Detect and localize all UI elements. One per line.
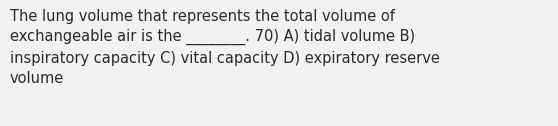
Text: The lung volume that represents the total volume of
exchangeable air is the ____: The lung volume that represents the tota… xyxy=(10,9,440,86)
